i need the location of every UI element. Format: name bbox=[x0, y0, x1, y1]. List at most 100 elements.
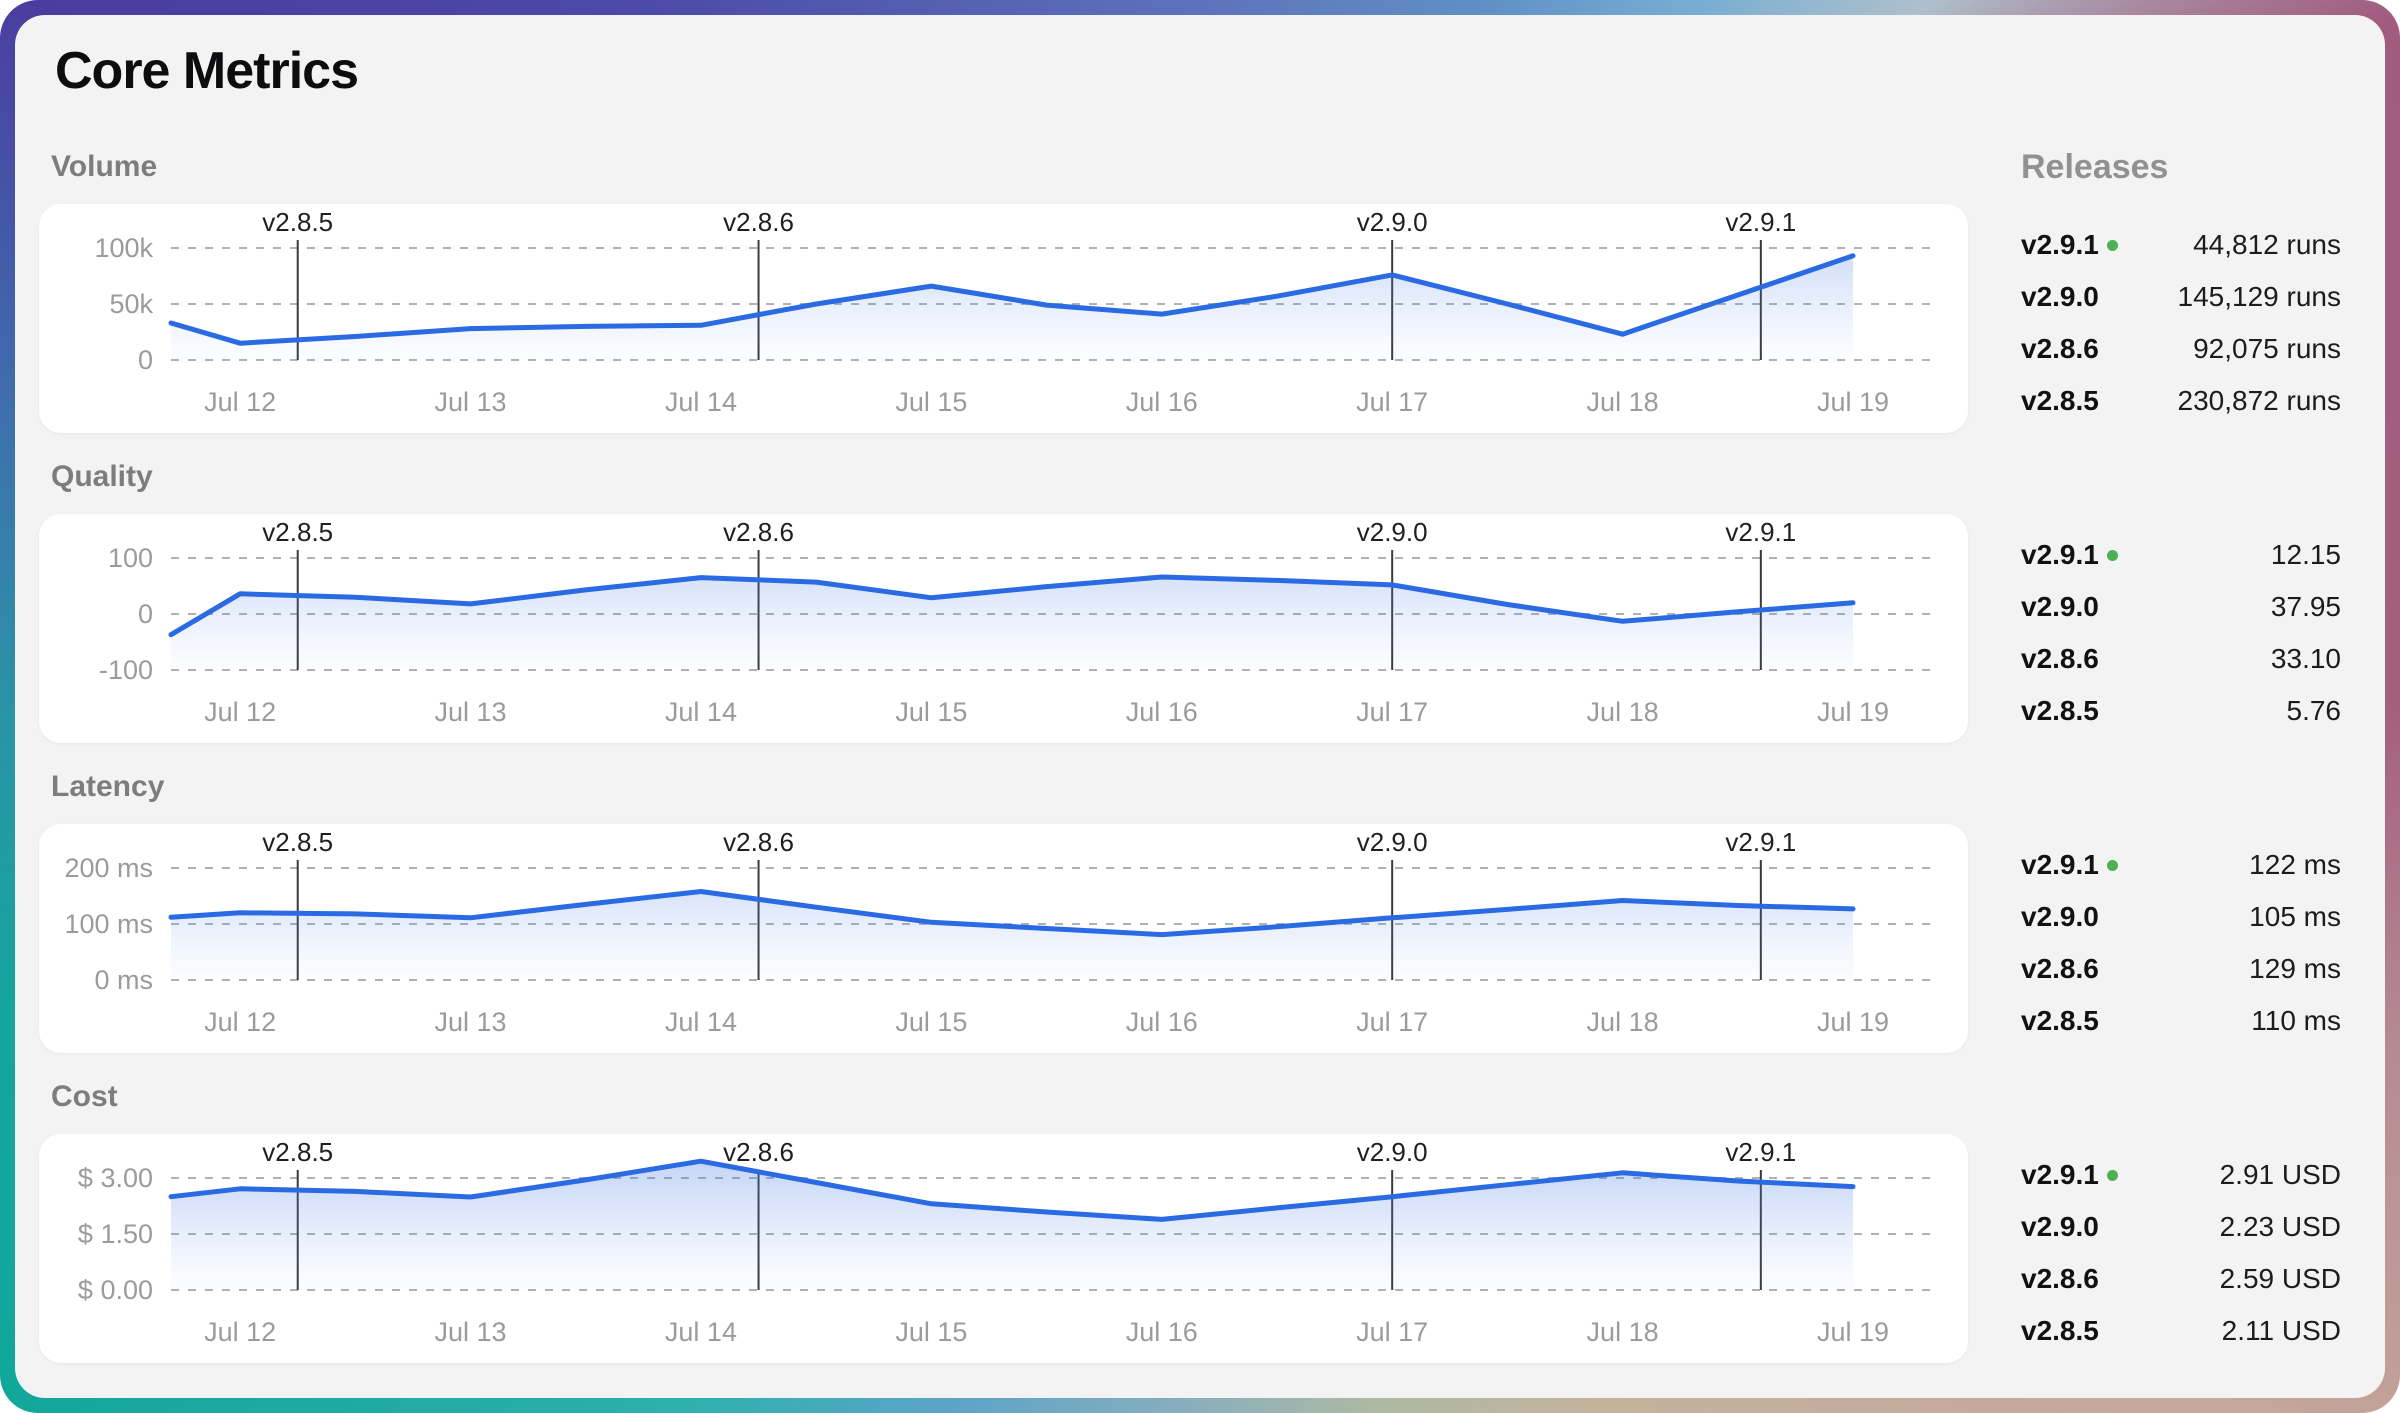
x-tick-label: Jul 16 bbox=[1126, 387, 1198, 417]
release-marker-label: v2.8.5 bbox=[262, 517, 333, 547]
y-tick-label: 0 bbox=[138, 345, 153, 375]
release-rows-latency: v2.9.1 122 ms v2.9.0 105 ms v2.8.6 129 ms v2.8… bbox=[2021, 839, 2341, 1047]
metrics-sections: Volume 100k 50k 0 Jul 12 Jul 13 Jul 14 Jul 15 Ju… bbox=[39, 150, 2361, 1363]
section-label-cost: Cost bbox=[51, 1080, 118, 1113]
section-label-quality: Quality bbox=[51, 460, 153, 493]
y-tick-label: $ 0.00 bbox=[78, 1275, 153, 1305]
x-tick-label: Jul 18 bbox=[1587, 387, 1659, 417]
x-tick-label: Jul 12 bbox=[204, 697, 276, 727]
release-version: v2.8.5 bbox=[2021, 695, 2099, 727]
release-version: v2.8.6 bbox=[2021, 1263, 2099, 1295]
x-tick-label: Jul 17 bbox=[1356, 1317, 1428, 1347]
release-row: v2.8.5 230,872 runs bbox=[2021, 375, 2341, 427]
x-tick-label: Jul 15 bbox=[895, 1317, 967, 1347]
latency-series-line bbox=[168, 889, 1856, 938]
release-rows-cost: v2.9.1 2.91 USD v2.9.0 2.23 USD v2.8.6 2.59 U… bbox=[2021, 1149, 2341, 1357]
metric-left-quality: Quality 100 0 -100 Jul 12 Jul 13 Jul 14 Jul 15 J… bbox=[39, 460, 1968, 743]
release-version-text: v2.9.0 bbox=[2021, 1211, 2099, 1242]
release-value: 122 ms bbox=[2249, 849, 2341, 880]
cost-chart: $ 3.00 $ 1.50 $ 0.00 Jul 12 Jul 13 Jul 14 Jul … bbox=[78, 1137, 1935, 1347]
release-marker-label: v2.8.6 bbox=[723, 517, 794, 547]
release-row: v2.8.6 129 ms bbox=[2021, 943, 2341, 995]
release-row: v2.9.1 122 ms bbox=[2021, 839, 2341, 891]
release-version: v2.9.0 bbox=[2021, 281, 2099, 313]
releases-header-spacer bbox=[2021, 770, 2341, 804]
release-version-text: v2.8.6 bbox=[2021, 1263, 2099, 1294]
release-marker-label: v2.8.5 bbox=[262, 827, 333, 857]
y-tick-label: 100 ms bbox=[64, 909, 153, 939]
releases-panel-volume: Releases v2.9.1 44,812 runs v2.9.0 145,129 r… bbox=[2021, 150, 2361, 427]
release-value: 92,075 runs bbox=[2193, 333, 2341, 364]
release-row: v2.9.1 44,812 runs bbox=[2021, 219, 2341, 271]
latest-release-dot-icon bbox=[2106, 549, 2118, 561]
release-version: v2.9.0 bbox=[2021, 1211, 2099, 1243]
release-version: v2.8.5 bbox=[2021, 1315, 2099, 1347]
volume-chart: 100k 50k 0 Jul 12 Jul 13 Jul 14 Jul 15 Jul 16 Ju… bbox=[94, 207, 1935, 417]
release-version-text: v2.8.6 bbox=[2021, 953, 2099, 984]
y-tick-label: $ 1.50 bbox=[78, 1219, 153, 1249]
latest-release-dot-icon bbox=[2106, 859, 2118, 871]
releases-header: Releases bbox=[2021, 148, 2169, 186]
release-row: v2.9.0 105 ms bbox=[2021, 891, 2341, 943]
releases-header-spacer bbox=[2021, 460, 2341, 494]
y-tick-label: 0 ms bbox=[94, 965, 153, 995]
x-tick-label: Jul 19 bbox=[1817, 387, 1889, 417]
release-value: 105 ms bbox=[2249, 901, 2341, 932]
y-tick-label: 0 bbox=[138, 599, 153, 629]
metric-section-latency: Latency 200 ms 100 ms 0 ms Jul 12 Jul 13 Jul 1… bbox=[39, 770, 2361, 1053]
release-version: v2.8.5 bbox=[2021, 385, 2099, 417]
release-version: v2.9.1 bbox=[2021, 849, 2118, 881]
release-row: v2.9.0 37.95 bbox=[2021, 581, 2341, 633]
release-version: v2.8.5 bbox=[2021, 1005, 2099, 1037]
release-value: 129 ms bbox=[2249, 953, 2341, 984]
release-marker-label: v2.9.1 bbox=[1725, 1137, 1796, 1167]
x-tick-label: Jul 18 bbox=[1587, 1317, 1659, 1347]
section-label-latency: Latency bbox=[51, 770, 165, 803]
release-marker-label: v2.9.0 bbox=[1357, 827, 1428, 857]
section-label-volume: Volume bbox=[51, 150, 158, 183]
x-tick-label: Jul 13 bbox=[435, 1007, 507, 1037]
x-tick-label: Jul 18 bbox=[1587, 697, 1659, 727]
release-version: v2.8.6 bbox=[2021, 333, 2099, 365]
release-row: v2.9.0 2.23 USD bbox=[2021, 1201, 2341, 1253]
cost-area-fill bbox=[171, 1161, 1853, 1290]
release-marker-label: v2.8.6 bbox=[723, 1137, 794, 1167]
x-tick-label: Jul 15 bbox=[895, 697, 967, 727]
volume-area-fill bbox=[171, 255, 1853, 360]
release-version-text: v2.8.5 bbox=[2021, 1005, 2099, 1036]
x-tick-label: Jul 17 bbox=[1356, 387, 1428, 417]
y-tick-label: -100 bbox=[99, 655, 153, 685]
x-tick-label: Jul 12 bbox=[204, 1007, 276, 1037]
release-marker-label: v2.8.6 bbox=[723, 207, 794, 237]
release-value: 2.23 USD bbox=[2219, 1211, 2341, 1242]
x-tick-label: Jul 12 bbox=[204, 1317, 276, 1347]
latency-chart: 200 ms 100 ms 0 ms Jul 12 Jul 13 Jul 14 Jul 15… bbox=[64, 827, 1935, 1037]
release-rows-volume: v2.9.1 44,812 runs v2.9.0 145,129 runs v2.8.… bbox=[2021, 219, 2341, 427]
release-version-text: v2.8.5 bbox=[2021, 1315, 2099, 1346]
release-marker-label: v2.9.0 bbox=[1357, 517, 1428, 547]
release-version-text: v2.8.6 bbox=[2021, 643, 2099, 674]
metric-left-volume: Volume 100k 50k 0 Jul 12 Jul 13 Jul 14 Jul 15 Ju… bbox=[39, 150, 1968, 433]
release-version: v2.9.0 bbox=[2021, 591, 2099, 623]
release-row: v2.9.1 12.15 bbox=[2021, 529, 2341, 581]
release-row: v2.8.6 92,075 runs bbox=[2021, 323, 2341, 375]
release-version-text: v2.9.1 bbox=[2021, 1159, 2099, 1190]
release-value: 44,812 runs bbox=[2193, 229, 2341, 260]
release-version-text: v2.9.1 bbox=[2021, 539, 2099, 570]
release-version: v2.9.0 bbox=[2021, 901, 2099, 933]
x-tick-label: Jul 16 bbox=[1126, 1007, 1198, 1037]
x-tick-label: Jul 14 bbox=[665, 1007, 737, 1037]
release-row: v2.9.0 145,129 runs bbox=[2021, 271, 2341, 323]
release-version-text: v2.8.5 bbox=[2021, 695, 2099, 726]
release-version: v2.8.6 bbox=[2021, 643, 2099, 675]
release-marker-label: v2.9.1 bbox=[1725, 207, 1796, 237]
releases-header-spacer bbox=[2021, 1080, 2341, 1114]
quality-series-line bbox=[168, 574, 1856, 638]
release-value: 2.59 USD bbox=[2219, 1263, 2341, 1294]
x-tick-label: Jul 19 bbox=[1817, 697, 1889, 727]
release-marker-label: v2.9.1 bbox=[1725, 827, 1796, 857]
release-version: v2.9.1 bbox=[2021, 539, 2118, 571]
core-metrics-window: Core Metrics Volume 100k 50k 0 Jul 12 Jul 13 J… bbox=[15, 15, 2385, 1398]
latency-chart-card: 200 ms 100 ms 0 ms Jul 12 Jul 13 Jul 14 Jul 15… bbox=[39, 824, 1968, 1053]
x-tick-label: Jul 14 bbox=[665, 697, 737, 727]
